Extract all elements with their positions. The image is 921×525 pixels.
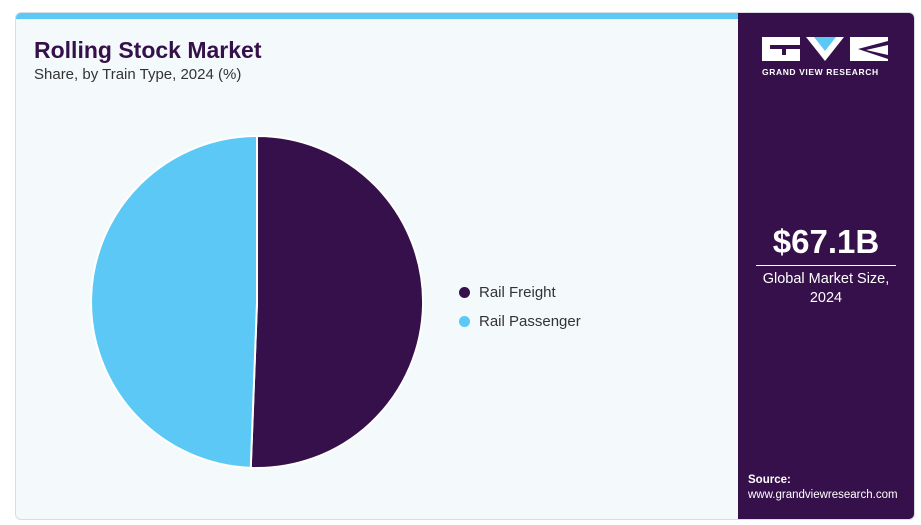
legend-item-rail-passenger: Rail Passenger — [459, 307, 581, 336]
market-size-value: $67.1B — [772, 223, 880, 260]
accent-bar — [16, 13, 738, 19]
brand-name: GRAND VIEW RESEARCH — [762, 67, 879, 77]
chart-subtitle: Share, by Train Type, 2024 (%) — [34, 66, 242, 83]
source-label: Source: — [748, 474, 791, 486]
chart-legend: Rail Freight Rail Passenger — [459, 278, 581, 336]
chart-title: Rolling Stock Market — [34, 37, 262, 63]
legend-swatch-rail-freight — [459, 287, 470, 298]
kpi-divider — [756, 265, 896, 266]
market-size-label: Global Market Size, 2024 — [762, 271, 890, 306]
legend-swatch-rail-passenger — [459, 316, 470, 327]
pie-slice-rail-passenger — [90, 134, 258, 469]
legend-label-rail-freight: Rail Freight — [479, 284, 556, 301]
source-link[interactable]: www.grandviewresearch.com — [748, 489, 898, 501]
info-sidebar: GRAND VIEW RESEARCH $67.1B Global Market… — [738, 13, 914, 519]
legend-item-rail-freight: Rail Freight — [459, 278, 581, 307]
pie-slice-rail-freight — [249, 134, 425, 469]
brand-logo: GRAND VIEW RESEARCH — [762, 37, 888, 77]
chart-card: Rolling Stock Market Share, by Train Typ… — [15, 12, 915, 520]
pie-chart — [90, 134, 425, 469]
legend-label-rail-passenger: Rail Passenger — [479, 313, 581, 330]
gvr-logo-icon — [762, 37, 888, 61]
